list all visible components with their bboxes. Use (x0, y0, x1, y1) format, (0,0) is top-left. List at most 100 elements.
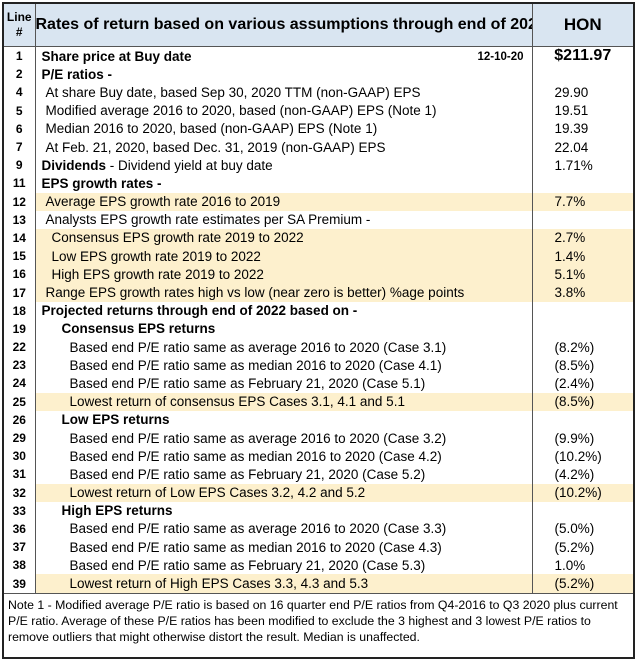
buy-date: 12-10-20 (477, 50, 524, 63)
row-description: Based end P/E ratio same as median 2016 … (35, 356, 533, 375)
dividends-label: Dividends (41, 157, 107, 173)
table-row: 13 Analysts EPS growth rate estimates pe… (4, 210, 633, 229)
row-value: 3.8% (532, 283, 633, 302)
table-row: 18 Projected returns through end of 2022… (4, 301, 633, 320)
table-row: 37 Based end P/E ratio same as median 20… (4, 538, 633, 557)
row-value: (8.5%) (554, 357, 595, 373)
returns-table: Line # Rates of return based on various … (4, 4, 633, 593)
row-value (532, 320, 633, 338)
row-description-text: Share price at Buy date (41, 48, 192, 64)
row-description: Based end P/E ratio same as February 21,… (35, 374, 533, 393)
row-description: Based end P/E ratio same as February 21,… (35, 465, 533, 484)
line-number: 18 (4, 301, 36, 320)
row-description: Lowest return of Low EPS Cases 3.2, 4.2 … (35, 483, 533, 502)
line-number: 7 (4, 137, 36, 157)
line-number: 22 (4, 338, 36, 357)
table-row: 14 Consensus EPS growth rate 2019 to 202… (4, 228, 633, 248)
row-value (532, 302, 633, 320)
table-row: 17 Range EPS growth rates high vs low (n… (4, 283, 633, 302)
row-description: Modified average 2016 to 2020, based (no… (35, 101, 533, 120)
row-value: (5.2%) (554, 539, 595, 555)
table-row: 4 At share Buy date, based Sep 30, 2020 … (4, 83, 633, 102)
line-number: 26 (4, 410, 36, 429)
table-title: Rates of return based on various assumpt… (35, 4, 533, 47)
row-value: (4.2%) (554, 466, 595, 482)
row-value: (10.2%) (532, 483, 633, 502)
table-row: 26 Low EPS returns (4, 410, 633, 429)
table-row: 31 Based end P/E ratio same as February … (4, 465, 633, 484)
row-description: Lowest return of High EPS Cases 3.3, 4.3… (35, 574, 533, 593)
row-value: (8.2%) (554, 339, 595, 355)
line-number: 30 (4, 447, 36, 466)
table-row: 38 Based end P/E ratio same as February … (4, 556, 633, 575)
row-description: Based end P/E ratio same as average 2016… (35, 519, 533, 539)
line-number: 4 (4, 83, 36, 102)
line-number: 23 (4, 356, 36, 375)
row-description: At share Buy date, based Sep 30, 2020 TT… (35, 83, 533, 102)
row-value: 29.90 (554, 84, 589, 100)
row-description: Based end P/E ratio same as median 2016 … (35, 538, 533, 557)
section-heading: EPS growth rates - (35, 174, 533, 193)
row-value (532, 65, 633, 83)
line-number: 33 (4, 501, 36, 520)
table-row: 19 Consensus EPS returns (4, 319, 633, 338)
subsection-heading: Low EPS returns (35, 410, 533, 429)
table-row: 7 At Feb. 21, 2020, based Dec. 31, 2019 … (4, 137, 633, 157)
table-header-row: Line # Rates of return based on various … (4, 4, 633, 47)
table-row: 1 Share price at Buy date 12-10-20 $211.9… (4, 46, 633, 66)
row-value (532, 174, 633, 192)
table-row: 36 Based end P/E ratio same as average 2… (4, 519, 633, 539)
line-number: 32 (4, 483, 36, 502)
row-description: Lowest return of consensus EPS Cases 3.1… (35, 392, 533, 411)
line-number: 12 (4, 192, 36, 211)
footnote: Note 1 - Modified average P/E ratio is b… (4, 592, 633, 649)
table-row: 29 Based end P/E ratio same as average 2… (4, 428, 633, 448)
row-description: Based end P/E ratio same as median 2016 … (35, 447, 533, 466)
table-row: 24 Based end P/E ratio same as February … (4, 374, 633, 393)
row-value: (5.2%) (532, 574, 633, 593)
row-value: 19.51 (554, 103, 589, 119)
line-number: 25 (4, 392, 36, 411)
row-value (532, 502, 633, 520)
row-value: (9.9%) (554, 430, 595, 446)
row-description: High EPS growth rate 2019 to 2022 (35, 265, 533, 284)
row-description: Range EPS growth rates high vs low (near… (35, 283, 533, 302)
table-row: 9 Dividends - Dividend yield at buy date… (4, 156, 633, 175)
row-value: 2.7% (532, 228, 633, 248)
line-number: 6 (4, 119, 36, 138)
row-description: Based end P/E ratio same as February 21,… (35, 556, 533, 575)
line-number: 15 (4, 247, 36, 266)
line-number-header: Line # (4, 4, 36, 47)
table-row: 2 P/E ratios - (4, 65, 633, 84)
row-value: 1.71% (554, 157, 593, 173)
table-row: 16 High EPS growth rate 2019 to 2022 5.1… (4, 265, 633, 284)
row-description: Median 2016 to 2020, based (non-GAAP) EP… (35, 119, 533, 138)
line-number: 16 (4, 265, 36, 284)
row-value: (2.4%) (554, 375, 595, 391)
table-row: 39 Lowest return of High EPS Cases 3.3, … (4, 574, 633, 593)
row-value: 19.39 (554, 121, 589, 137)
row-value: 22.04 (554, 139, 589, 155)
section-heading: P/E ratios - (35, 65, 533, 84)
table-row: 25 Lowest return of consensus EPS Cases … (4, 392, 633, 411)
row-description: Dividends - Dividend yield at buy date (35, 156, 533, 175)
row-description: Low EPS growth rate 2019 to 2022 (35, 247, 533, 266)
line-number: 1 (4, 46, 36, 66)
row-description: Based end P/E ratio same as average 2016… (35, 428, 533, 448)
table-row: 33 High EPS returns (4, 501, 633, 520)
line-number: 17 (4, 283, 36, 302)
row-value: 1.4% (532, 247, 633, 266)
line-number: 2 (4, 65, 36, 84)
line-number: 5 (4, 101, 36, 120)
line-number: 24 (4, 374, 36, 393)
row-description: Analysts EPS growth rate estimates per S… (35, 210, 533, 229)
row-description: Share price at Buy date 12-10-20 (35, 46, 533, 66)
table-row: 22 Based end P/E ratio same as average 2… (4, 338, 633, 357)
ticker-header: HON (532, 4, 633, 47)
line-number: 14 (4, 228, 36, 248)
row-description: Average EPS growth rate 2016 to 2019 (35, 192, 533, 211)
line-number: 38 (4, 556, 36, 575)
line-number: 11 (4, 174, 36, 193)
subsection-heading: Consensus EPS returns (35, 319, 533, 338)
line-number: 36 (4, 519, 36, 539)
